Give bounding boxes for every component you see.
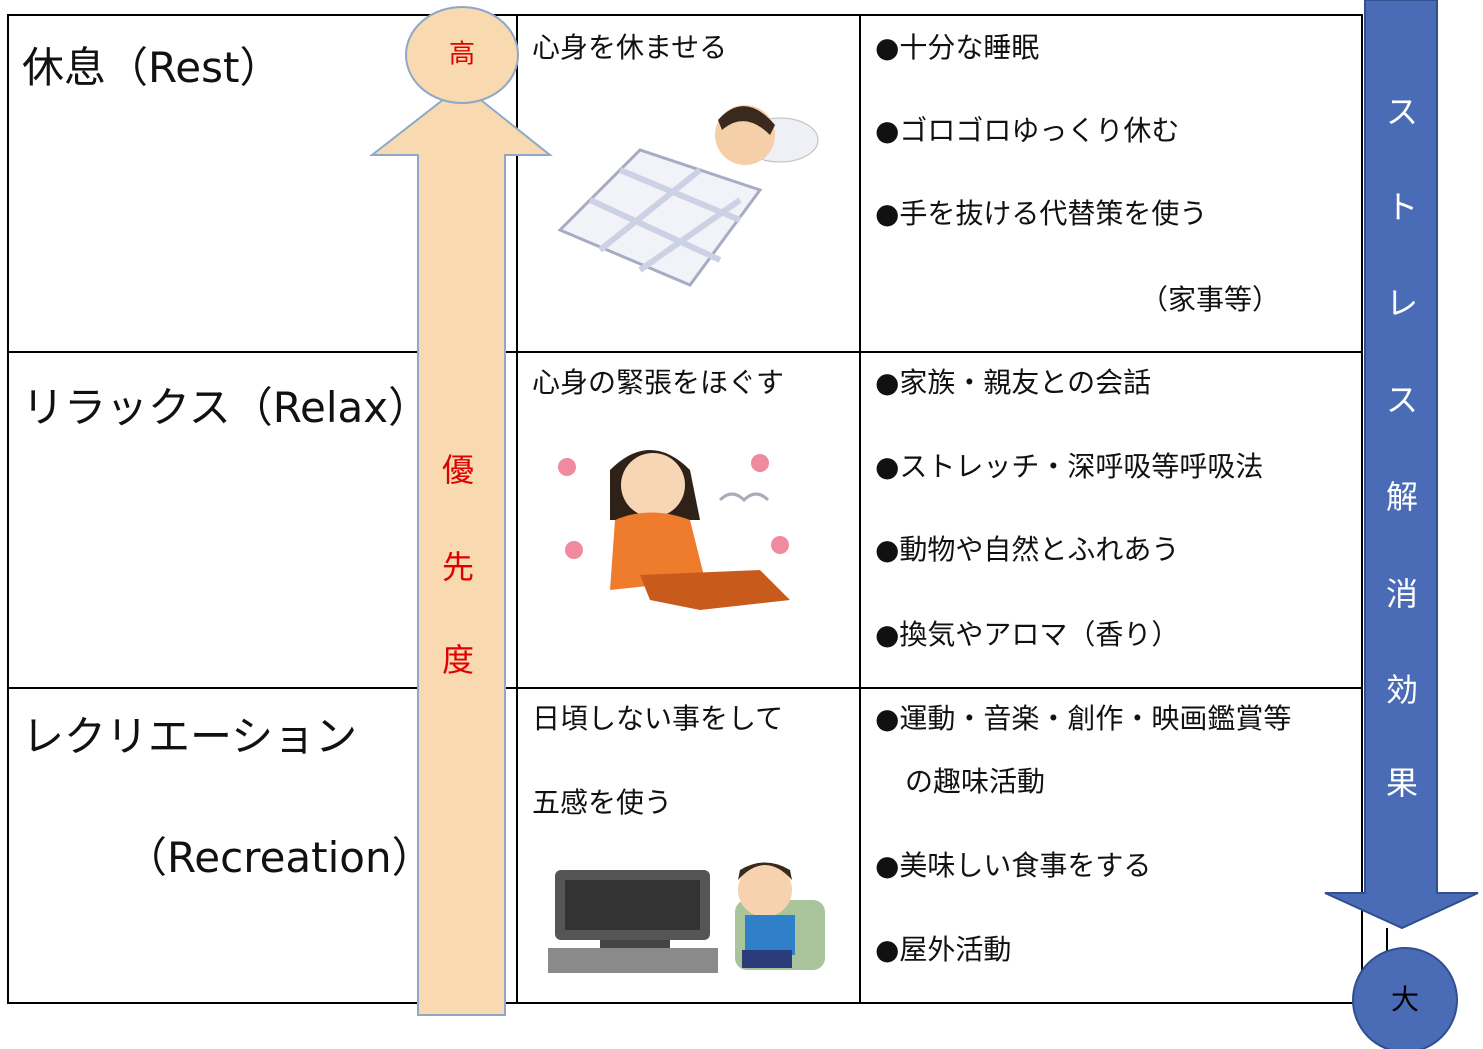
stress-bottom-circle — [1352, 947, 1458, 1049]
table-grid — [7, 14, 1363, 1004]
row-item: ●動物や自然とふれあう — [875, 533, 1180, 567]
priority-label-char: 優 — [441, 450, 475, 489]
row-category: 休息（Rest） — [22, 42, 282, 92]
illustration-rest — [557, 105, 819, 287]
row-description: 日頃しない事をして — [532, 702, 784, 736]
row-item: の趣味活動 — [905, 765, 1046, 799]
row-category: （Recreation） — [125, 832, 434, 882]
stress-label-char: レ — [1385, 283, 1419, 322]
illustration-recreation — [548, 862, 825, 973]
row-category: リラックス（Relax） — [22, 382, 431, 432]
stress-label-char: 効 — [1385, 670, 1419, 709]
priority-label-char: 度 — [441, 640, 475, 679]
row-item: ●換気やアロマ（香り） — [875, 618, 1180, 652]
row-item: ●運動・音楽・創作・映画鑑賞等 — [875, 702, 1292, 736]
row-item: ●家族・親友との会話 — [875, 366, 1152, 400]
row-item: ●手を抜ける代替策を使う — [875, 197, 1208, 231]
stress-arrow — [1324, 0, 1479, 930]
stress-label-char: ト — [1385, 187, 1419, 226]
row-category: レクリエーション — [22, 711, 358, 761]
row-item: ●ゴロゴロゆっくり休む — [875, 114, 1180, 148]
stress-label-char: 解 — [1385, 477, 1419, 516]
row-item: ●美味しい食事をする — [875, 849, 1152, 883]
illustration-relax — [558, 450, 790, 610]
stress-label-char: ス — [1385, 380, 1419, 419]
row-description: 心身の緊張をほぐす — [532, 366, 785, 400]
row-description: 五感を使う — [532, 786, 673, 820]
stress-label-char: 消 — [1385, 574, 1419, 613]
priority-label-char: 先 — [441, 547, 475, 586]
priority-top-circle — [405, 6, 519, 104]
stress-label-char: ス — [1385, 92, 1419, 131]
stress-bottom-label: 大 — [1390, 983, 1420, 1017]
row-item: ●ストレッチ・深呼吸等呼吸法 — [875, 450, 1264, 484]
row-item: （家事等） — [1140, 283, 1281, 317]
stress-label-char: 果 — [1385, 763, 1419, 802]
priority-top-label: 高 — [448, 39, 476, 70]
row-description: 心身を休ませる — [532, 31, 728, 65]
row-item: ●十分な睡眠 — [875, 31, 1040, 65]
row-item: ●屋外活動 — [875, 933, 1012, 967]
priority-arrow — [369, 83, 553, 1016]
